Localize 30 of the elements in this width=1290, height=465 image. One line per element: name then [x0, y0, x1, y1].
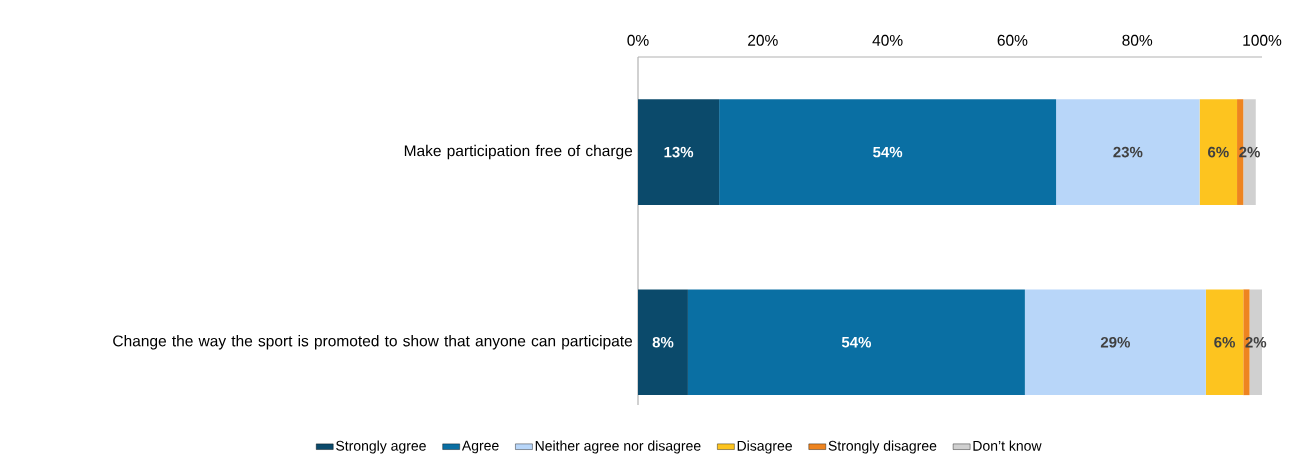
legend-label: Disagree: [737, 440, 792, 454]
data-label: 29%: [1100, 336, 1130, 348]
data-label: 13%: [664, 146, 694, 158]
legend-label: Don’t know: [973, 440, 1042, 451]
y-tick-label: Change the way the sport is promoted to show that anyone can participate: [113, 335, 633, 350]
bar: [638, 289, 688, 396]
bar: [719, 99, 1057, 205]
x-tick-label: 20%: [748, 34, 778, 46]
legend-label: Neither agree nor disagree: [535, 440, 701, 454]
data-label: 54%: [873, 146, 903, 158]
x-tick-label: 0%: [627, 34, 649, 46]
x-tick-label: 60%: [997, 34, 1028, 46]
bar: [638, 99, 720, 205]
data-label: 23%: [1113, 146, 1143, 158]
data-label: 8%: [652, 336, 674, 348]
data-label: 6%: [1214, 336, 1236, 348]
bar: [1205, 289, 1244, 396]
x-tick-label: 40%: [872, 34, 903, 46]
bar: [1056, 99, 1200, 205]
y-tick-label: Make participation free of charge: [404, 144, 633, 160]
bar: [1199, 99, 1238, 205]
data-label: 6%: [1208, 146, 1229, 158]
legend-label: Strongly disagree: [828, 440, 937, 454]
x-tick-label: 80%: [1122, 34, 1153, 46]
legend-label: Agree: [461, 440, 499, 454]
legend-label: Strongly agree: [336, 440, 426, 454]
bar: [687, 289, 1025, 396]
data-label: 54%: [841, 336, 872, 348]
x-tick-label: 100%: [1243, 34, 1282, 46]
bar: [1024, 289, 1206, 396]
